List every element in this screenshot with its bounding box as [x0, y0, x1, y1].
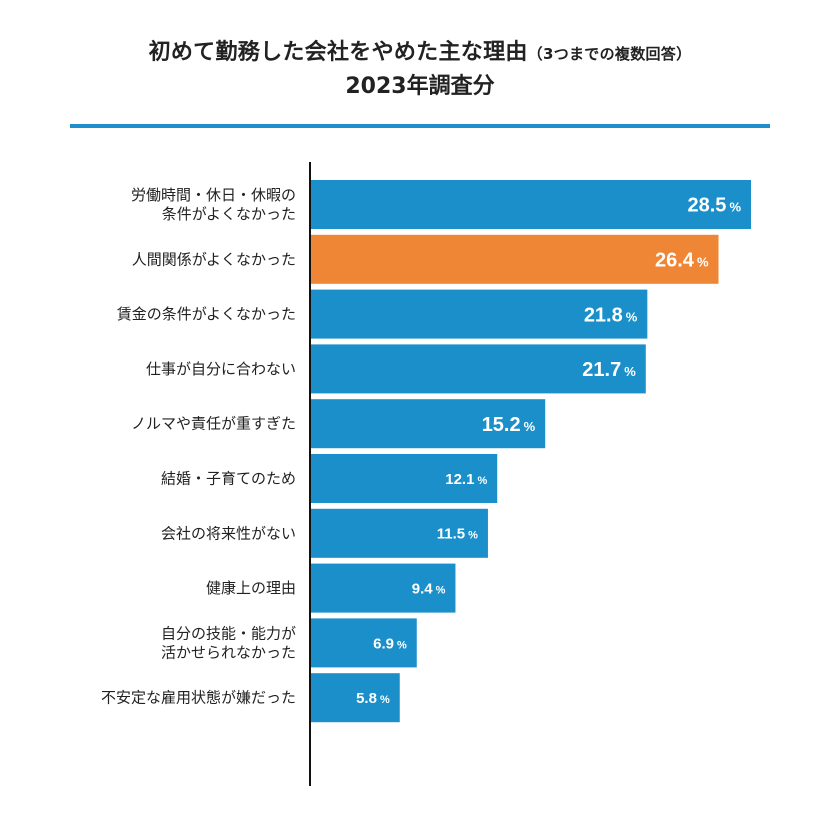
- bar: [310, 508, 488, 558]
- category-label-line: 会社の将来性がない: [161, 524, 296, 542]
- bar-value-unit: %: [729, 200, 741, 215]
- category-label-line: ノルマや責任が重すぎた: [131, 415, 296, 433]
- category-label: 賃金の条件がよくなかった: [117, 305, 296, 323]
- bar: [310, 454, 498, 503]
- bar-value-number: 21.7: [582, 359, 621, 381]
- chart-title-line: 初めて勤務した会社をやめた主な理由（3つまでの複数回答）: [40, 38, 800, 69]
- category-label-line: 人間関係がよくなかった: [132, 250, 296, 268]
- bar-value-label: 9.4%: [412, 581, 446, 598]
- bar: [310, 399, 546, 449]
- bar-value-unit: %: [436, 585, 446, 597]
- category-label: ノルマや責任が重すぎた: [131, 415, 296, 433]
- bar-value-unit: %: [477, 475, 487, 487]
- category-label-line: 仕事が自分に合わない: [146, 360, 296, 378]
- chart-title-block: 初めて勤務した会社をやめた主な理由（3つまでの複数回答） 2023年調査分: [40, 38, 800, 103]
- bar-value-unit: %: [624, 364, 636, 379]
- bar-value-label: 21.7%: [582, 359, 636, 381]
- category-label-line: 賃金の条件がよくなかった: [117, 305, 296, 323]
- category-label-line: 健康上の理由: [206, 579, 296, 597]
- category-label-line: 不安定な雇用状態が嫌だった: [101, 689, 296, 707]
- category-label: 労働時間・休日・休暇の条件がよくなかった: [131, 186, 296, 223]
- bar-value-unit: %: [380, 694, 390, 706]
- bar: [310, 673, 400, 723]
- bar-value-label: 15.2%: [482, 414, 536, 436]
- bar-value-unit: %: [697, 255, 709, 270]
- bar-value-number: 12.1: [445, 471, 474, 488]
- bar-value-label: 6.9%: [373, 635, 407, 652]
- chart-subtitle: 2023年調査分: [345, 74, 495, 99]
- category-label: 自分の技能・能力が活かせられなかった: [161, 624, 296, 661]
- bar-value-number: 5.8: [356, 690, 377, 707]
- chart-title: 初めて勤務した会社をやめた主な理由: [148, 40, 528, 65]
- bar-value-unit: %: [397, 639, 407, 651]
- bar-value-number: 21.8: [584, 304, 623, 326]
- category-label: 結婚・子育てのため: [161, 470, 296, 488]
- bar: [310, 180, 751, 229]
- bar-value-number: 6.9: [373, 635, 394, 652]
- bar-value-number: 9.4: [412, 581, 434, 598]
- bar-value-label: 21.8%: [584, 304, 638, 326]
- bar-value-label: 11.5%: [437, 526, 478, 543]
- bar-value-number: 11.5: [437, 526, 465, 543]
- bar-value-unit: %: [524, 419, 536, 434]
- category-label: 健康上の理由: [206, 579, 296, 597]
- category-label-line: 条件がよくなかった: [162, 205, 296, 223]
- category-label: 仕事が自分に合わない: [146, 360, 296, 378]
- category-label-line: 自分の技能・能力が: [161, 624, 296, 642]
- category-label-line: 労働時間・休日・休暇の: [131, 186, 296, 204]
- bar-value-unit: %: [468, 530, 478, 542]
- bar-value-label: 5.8%: [356, 690, 390, 707]
- category-label-line: 活かせられなかった: [161, 643, 296, 661]
- category-label: 不安定な雇用状態が嫌だった: [101, 689, 296, 707]
- title-underline: [70, 124, 770, 128]
- bar-value-unit: %: [626, 309, 638, 324]
- category-label: 人間関係がよくなかった: [132, 250, 296, 268]
- bar: [310, 618, 417, 668]
- bar-value-label: 12.1%: [445, 471, 487, 488]
- bar-value-label: 26.4%: [655, 250, 709, 272]
- bar: [310, 289, 648, 339]
- bar: [310, 563, 456, 613]
- category-label: 会社の将来性がない: [161, 524, 296, 542]
- bar-value-label: 28.5%: [688, 195, 742, 217]
- category-label-line: 結婚・子育てのため: [161, 470, 296, 488]
- bar-value-number: 26.4: [655, 250, 695, 272]
- bar-value-number: 15.2: [482, 414, 521, 436]
- chart-title-note: （3つまでの複数回答）: [527, 45, 692, 63]
- bar: [310, 234, 719, 284]
- bar: [310, 344, 646, 394]
- bar-value-number: 28.5: [688, 195, 727, 217]
